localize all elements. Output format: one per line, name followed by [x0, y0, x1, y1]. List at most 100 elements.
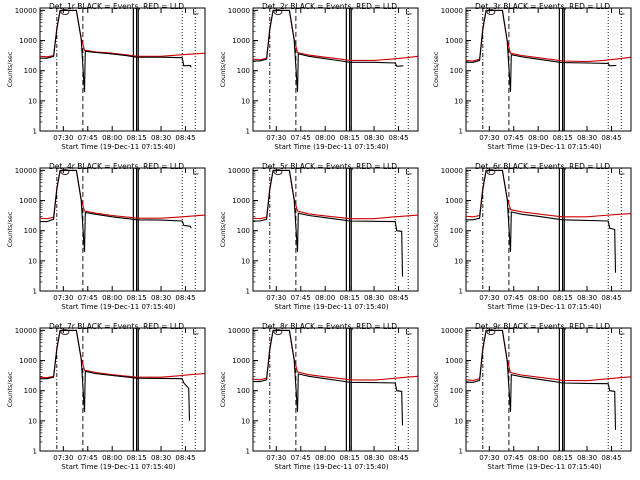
x-tick-label: 07:30 [266, 294, 286, 302]
x-tick-label: 08:00 [315, 454, 335, 462]
x-tick-label: 08:45 [175, 294, 195, 302]
events-trace-black [40, 329, 191, 421]
plot-frame [465, 7, 632, 132]
y-axis-label: Counts/sec [219, 211, 227, 247]
y-tick-label: 100 [24, 67, 37, 75]
y-axis-label: Counts/sec [6, 371, 14, 407]
x-tick-label: 07:45 [291, 134, 311, 142]
lld-trace-red [466, 9, 631, 63]
y-axis-label: Counts/sec [432, 211, 440, 247]
chart-title: Det. 9r BLACK = Events, RED = LLD [475, 322, 610, 331]
detector-chart-8: Det. 8r BLACK = Events, RED = LLD 1 10 100 1… [219, 322, 419, 471]
events-trace-black [40, 169, 192, 252]
detector-chart-1: Det. 1r BLACK = Events, RED = LLD 1 10 100 1… [6, 2, 206, 151]
y-tick-label: 1 [33, 448, 37, 456]
y-tick-label: 10000 [15, 7, 37, 15]
y-tick-label: 1 [33, 288, 37, 296]
y-tick-label: 10000 [441, 167, 463, 175]
chart-title: Det. 2r BLACK = Events, RED = LLD [262, 2, 397, 11]
plot-frame [465, 167, 632, 292]
x-tick-label: 07:30 [266, 454, 286, 462]
y-tick-label: 100 [237, 387, 250, 395]
y-tick-label: 10000 [15, 167, 37, 175]
x-tick-label: 08:00 [528, 454, 548, 462]
y-tick-label: 100 [450, 387, 463, 395]
chart-title: Det. 6r BLACK = Events, RED = LLD [475, 162, 610, 171]
peak-marker-icon [486, 9, 496, 15]
y-tick-label: 100 [237, 227, 250, 235]
x-tick-label: 08:30 [364, 134, 384, 142]
lld-trace-red [466, 329, 631, 382]
y-tick-label: 1000 [19, 197, 37, 205]
chart-title: Det. 1r BLACK = Events, RED = LLD [49, 2, 184, 11]
x-tick-label: 08:00 [315, 294, 335, 302]
peak-marker-icon [273, 169, 283, 175]
x-tick-label: 08:00 [315, 134, 335, 142]
end-bracket-icon [193, 329, 199, 335]
peak-marker-icon [486, 329, 496, 335]
lld-trace-red [40, 9, 205, 58]
x-tick-label: 08:30 [577, 134, 597, 142]
peak-marker-icon [273, 329, 283, 335]
y-axis-label: Counts/sec [432, 51, 440, 87]
y-tick-label: 10 [28, 257, 37, 265]
x-tick-label: 08:45 [601, 134, 621, 142]
x-axis-label: Start Time (19-Dec-11 07:15:40) [61, 303, 175, 311]
x-tick-label: 07:45 [291, 454, 311, 462]
x-tick-label: 08:45 [175, 454, 195, 462]
x-tick-label: 08:00 [102, 294, 122, 302]
y-tick-label: 1 [246, 288, 250, 296]
y-tick-label: 10 [241, 417, 250, 425]
detector-chart-5: Det. 5r BLACK = Events, RED = LLD 1 10 100 1… [219, 162, 419, 311]
lld-trace-red [253, 9, 418, 61]
x-tick-label: 07:45 [504, 454, 524, 462]
events-trace-black [466, 329, 617, 430]
lld-trace-red [253, 169, 418, 220]
x-tick-label: 08:30 [151, 294, 171, 302]
x-tick-label: 08:00 [528, 134, 548, 142]
y-tick-label: 10 [28, 97, 37, 105]
end-bracket-icon [406, 9, 412, 15]
y-axis-label: Counts/sec [6, 51, 14, 87]
y-tick-label: 10000 [228, 7, 250, 15]
x-axis-label: Start Time (19-Dec-11 07:15:40) [274, 303, 388, 311]
x-tick-label: 07:45 [78, 134, 98, 142]
y-tick-label: 1 [459, 128, 463, 136]
y-axis-label: Counts/sec [432, 371, 440, 407]
lld-trace-red [466, 169, 631, 218]
x-tick-label: 07:45 [78, 454, 98, 462]
x-tick-label: 07:30 [53, 454, 73, 462]
y-tick-label: 1000 [19, 357, 37, 365]
y-tick-label: 100 [24, 227, 37, 235]
events-trace-black [253, 169, 404, 277]
peak-marker-icon [273, 9, 283, 15]
y-tick-label: 1000 [445, 37, 463, 45]
plot-frame [252, 167, 419, 292]
x-tick-label: 07:45 [78, 294, 98, 302]
lld-trace-red [253, 329, 418, 381]
chart-title: Det. 5r BLACK = Events, RED = LLD [262, 162, 397, 171]
events-trace-black [253, 9, 404, 92]
x-tick-label: 08:30 [364, 294, 384, 302]
x-tick-label: 08:45 [601, 294, 621, 302]
x-tick-label: 07:30 [53, 294, 73, 302]
y-tick-label: 10 [454, 417, 463, 425]
y-tick-label: 100 [450, 227, 463, 235]
y-tick-label: 1 [246, 128, 250, 136]
y-tick-label: 10 [241, 97, 250, 105]
plot-frame [39, 7, 206, 132]
x-tick-label: 08:45 [601, 454, 621, 462]
x-axis-label: Start Time (19-Dec-11 07:15:40) [487, 303, 601, 311]
y-tick-label: 10000 [228, 167, 250, 175]
peak-marker-icon [60, 9, 70, 15]
x-tick-label: 08:15 [127, 134, 147, 142]
events-trace-black [253, 329, 404, 426]
y-tick-label: 1 [33, 128, 37, 136]
y-tick-label: 10000 [441, 7, 463, 15]
x-tick-label: 07:45 [504, 294, 524, 302]
events-trace-black [40, 9, 192, 92]
x-tick-label: 07:30 [479, 134, 499, 142]
y-tick-label: 10 [454, 97, 463, 105]
chart-title: Det. 3r BLACK = Events, RED = LLD [475, 2, 610, 11]
x-tick-label: 08:00 [528, 294, 548, 302]
